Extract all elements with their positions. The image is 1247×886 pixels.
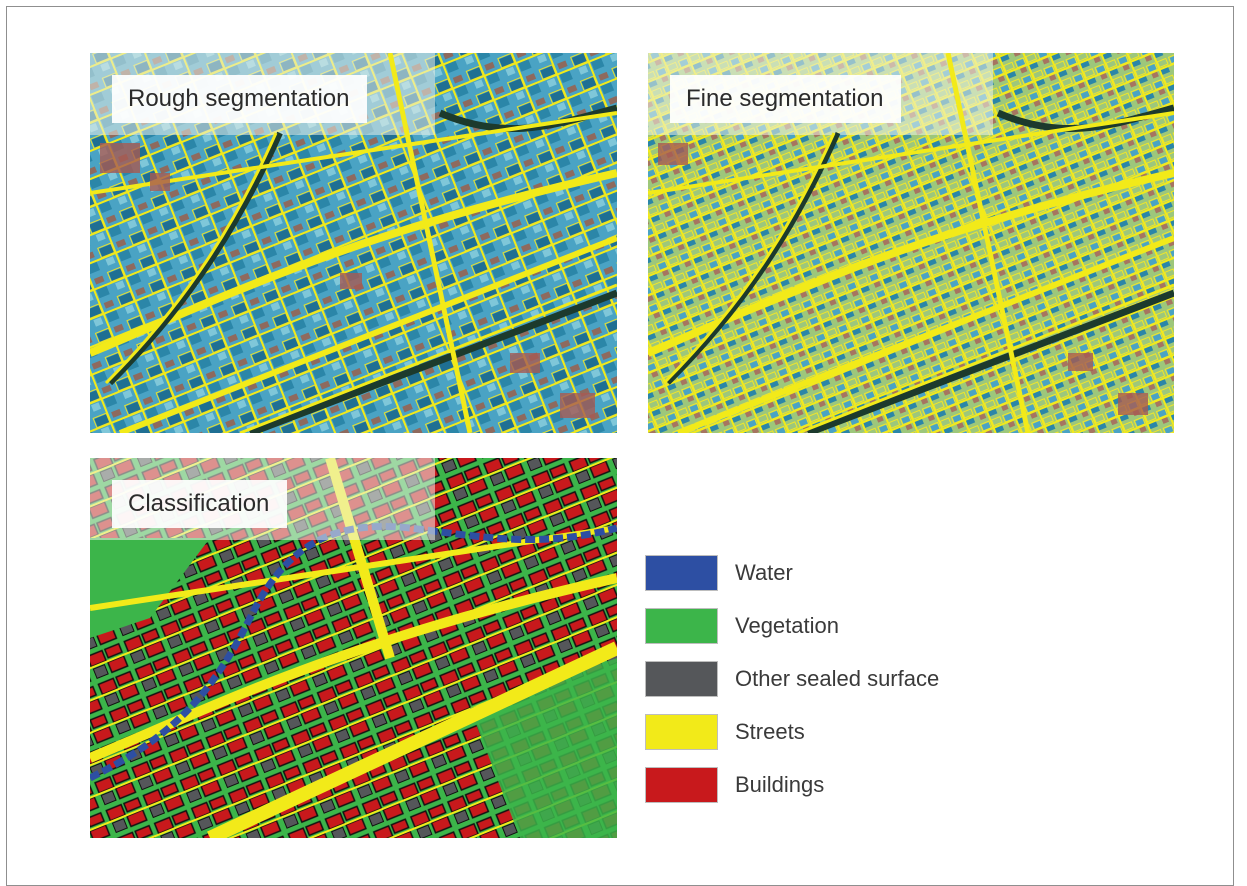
fine-segmentation-panel: Fine segmentation — [648, 53, 1174, 433]
legend-swatch-vegetation — [645, 608, 718, 644]
legend-label-streets: Streets — [735, 719, 805, 744]
fine-segmentation-label: Fine segmentation — [670, 75, 902, 123]
rough-segmentation-panel: Rough segmentation — [90, 53, 617, 433]
classification-label: Classification — [112, 480, 288, 528]
legend-swatch-other-sealed-surface — [645, 661, 718, 697]
legend-swatch-water — [645, 555, 718, 591]
legend-label-water: Water — [735, 560, 793, 585]
legend-label-vegetation: Vegetation — [735, 613, 839, 638]
legend-label-buildings: Buildings — [735, 772, 825, 797]
legend-swatch-buildings — [645, 767, 718, 803]
legend-item-streets: Streets — [645, 712, 1065, 765]
legend-item-buildings: Buildings — [645, 765, 1065, 818]
legend-label-other-sealed-surface: Other sealed surface — [735, 666, 940, 691]
classification-panel: Classification — [90, 458, 617, 838]
legend-swatch-streets — [645, 714, 718, 750]
rough-segmentation-label: Rough segmentation — [112, 75, 368, 123]
legend-item-other-sealed-surface: Other sealed surface — [645, 659, 1065, 712]
legend-item-water: Water — [645, 553, 1065, 606]
legend-item-vegetation: Vegetation — [645, 606, 1065, 659]
legend: Water Vegetation Other sealed surface St… — [645, 553, 1065, 818]
